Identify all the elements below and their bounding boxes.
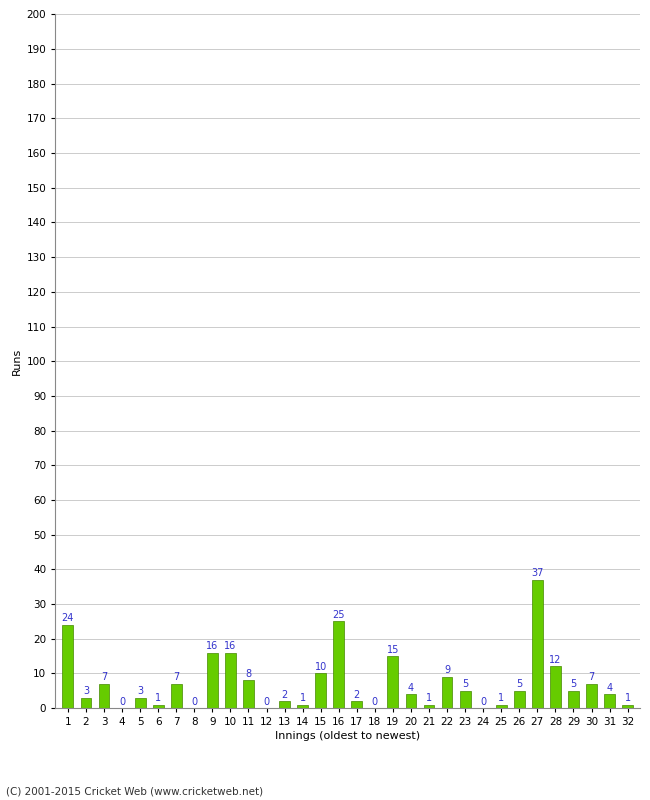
Bar xyxy=(387,656,398,708)
Text: 9: 9 xyxy=(444,666,450,675)
Text: 7: 7 xyxy=(173,672,179,682)
Text: 1: 1 xyxy=(426,693,432,703)
Text: 3: 3 xyxy=(137,686,143,696)
Text: 0: 0 xyxy=(263,697,270,706)
Bar xyxy=(297,705,308,708)
Text: 16: 16 xyxy=(224,641,237,651)
Text: 10: 10 xyxy=(315,662,327,672)
Bar xyxy=(333,622,344,708)
Bar xyxy=(279,701,290,708)
Bar xyxy=(622,705,633,708)
Text: 0: 0 xyxy=(191,697,198,706)
Bar xyxy=(424,705,434,708)
Text: 0: 0 xyxy=(119,697,125,706)
Text: 7: 7 xyxy=(588,672,595,682)
Text: 3: 3 xyxy=(83,686,89,696)
Bar xyxy=(153,705,164,708)
Bar xyxy=(441,677,452,708)
Bar xyxy=(604,694,615,708)
Bar xyxy=(406,694,417,708)
X-axis label: Innings (oldest to newest): Innings (oldest to newest) xyxy=(275,731,421,741)
Text: 2: 2 xyxy=(281,690,288,700)
Text: 0: 0 xyxy=(372,697,378,706)
Bar xyxy=(496,705,506,708)
Bar xyxy=(99,684,109,708)
Bar xyxy=(171,684,181,708)
Bar xyxy=(460,690,471,708)
Text: 5: 5 xyxy=(570,679,577,690)
Text: 4: 4 xyxy=(606,682,612,693)
Bar xyxy=(207,653,218,708)
Text: 1: 1 xyxy=(155,693,161,703)
Text: 16: 16 xyxy=(206,641,218,651)
Text: 5: 5 xyxy=(516,679,523,690)
Text: 0: 0 xyxy=(480,697,486,706)
Y-axis label: Runs: Runs xyxy=(12,347,22,375)
Text: 5: 5 xyxy=(462,679,468,690)
Text: 24: 24 xyxy=(62,614,74,623)
Bar xyxy=(225,653,236,708)
Text: 15: 15 xyxy=(387,645,399,654)
Bar xyxy=(586,684,597,708)
Bar xyxy=(62,625,73,708)
Text: 7: 7 xyxy=(101,672,107,682)
Bar xyxy=(352,701,362,708)
Text: 1: 1 xyxy=(300,693,306,703)
Text: 8: 8 xyxy=(246,669,252,679)
Bar xyxy=(514,690,525,708)
Text: 37: 37 xyxy=(531,568,543,578)
Bar xyxy=(315,674,326,708)
Text: 1: 1 xyxy=(625,693,630,703)
Text: 12: 12 xyxy=(549,655,562,665)
Bar xyxy=(81,698,92,708)
Bar xyxy=(135,698,146,708)
Text: 2: 2 xyxy=(354,690,360,700)
Bar xyxy=(532,580,543,708)
Bar xyxy=(568,690,579,708)
Text: 1: 1 xyxy=(498,693,504,703)
Text: 25: 25 xyxy=(332,610,345,620)
Text: (C) 2001-2015 Cricket Web (www.cricketweb.net): (C) 2001-2015 Cricket Web (www.cricketwe… xyxy=(6,786,264,796)
Bar xyxy=(550,666,561,708)
Text: 4: 4 xyxy=(408,682,414,693)
Bar xyxy=(243,680,254,708)
